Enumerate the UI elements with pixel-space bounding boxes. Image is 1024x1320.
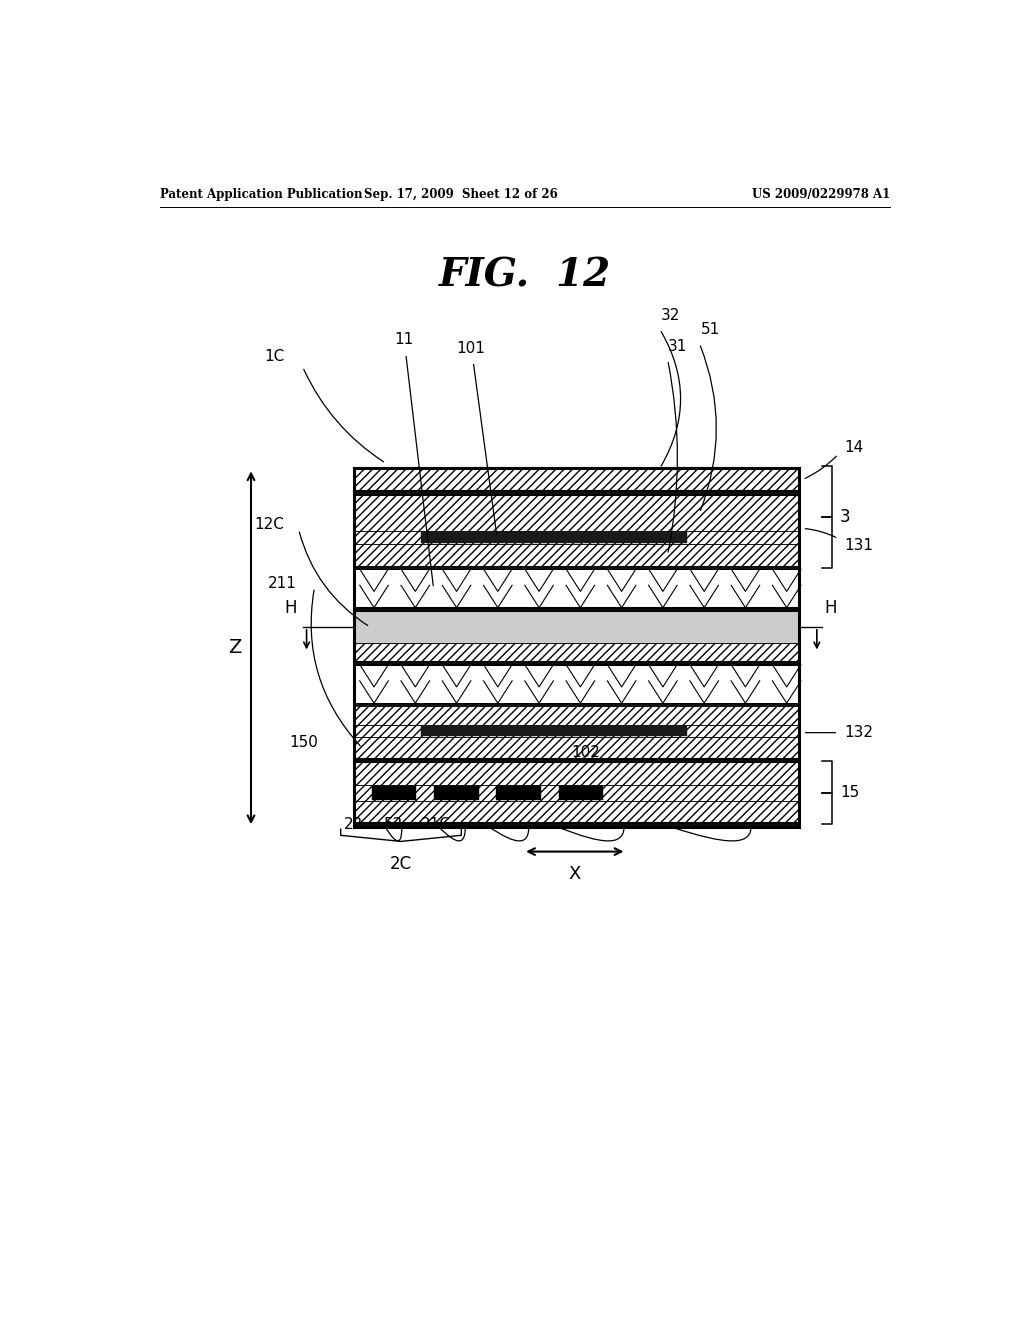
Text: X: X: [568, 865, 581, 883]
Bar: [354, 759, 799, 762]
Text: 15: 15: [840, 785, 859, 800]
Text: 132: 132: [844, 725, 872, 741]
Text: US 2009/0229978 A1: US 2009/0229978 A1: [752, 189, 890, 202]
Bar: [354, 737, 799, 759]
Bar: [421, 726, 687, 735]
Bar: [354, 469, 799, 828]
Text: 150: 150: [290, 735, 318, 750]
Bar: [354, 532, 799, 544]
Text: 12C: 12C: [254, 517, 285, 532]
Text: 11: 11: [394, 333, 414, 347]
Text: 51: 51: [701, 322, 720, 338]
Bar: [354, 664, 799, 704]
Text: 102: 102: [570, 746, 600, 760]
Bar: [354, 544, 799, 566]
Text: 2C: 2C: [390, 854, 412, 873]
Bar: [354, 762, 799, 784]
Bar: [354, 706, 799, 725]
Text: 31: 31: [668, 338, 687, 354]
Text: 22: 22: [344, 817, 362, 832]
Bar: [354, 611, 799, 643]
Text: 32: 32: [662, 308, 681, 323]
Bar: [354, 469, 799, 491]
Text: 131: 131: [844, 539, 872, 553]
Bar: [354, 661, 799, 664]
Bar: [354, 643, 799, 661]
Bar: [354, 607, 799, 611]
Bar: [559, 785, 603, 800]
Text: 1C: 1C: [264, 348, 285, 364]
Bar: [354, 495, 799, 532]
Bar: [421, 532, 687, 543]
Text: 101: 101: [457, 341, 485, 355]
Text: 211: 211: [268, 576, 297, 591]
Text: H: H: [824, 599, 837, 616]
Text: H: H: [285, 599, 297, 616]
Bar: [354, 801, 799, 824]
Text: 3: 3: [840, 508, 851, 527]
Bar: [354, 569, 799, 607]
Bar: [434, 785, 478, 800]
Bar: [497, 785, 541, 800]
Text: Z: Z: [228, 639, 242, 657]
Bar: [354, 491, 799, 495]
Bar: [354, 566, 799, 569]
Text: Sep. 17, 2009  Sheet 12 of 26: Sep. 17, 2009 Sheet 12 of 26: [365, 189, 558, 202]
Text: 14: 14: [844, 440, 863, 454]
Bar: [354, 725, 799, 737]
Text: Patent Application Publication: Patent Application Publication: [160, 189, 362, 202]
Bar: [354, 824, 799, 828]
Bar: [354, 784, 799, 801]
Text: 21C: 21C: [421, 817, 451, 832]
Text: FIG.  12: FIG. 12: [438, 256, 611, 294]
Text: 52: 52: [384, 817, 403, 832]
Bar: [354, 704, 799, 706]
Bar: [372, 785, 417, 800]
